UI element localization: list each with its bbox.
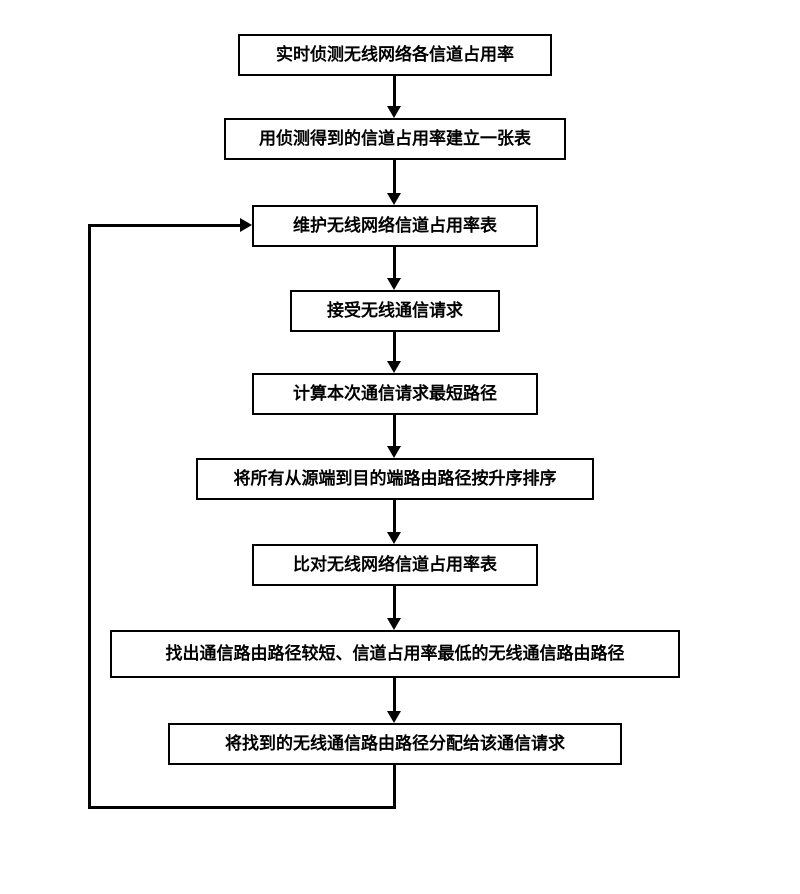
arrow-2-3-head [387, 193, 401, 205]
feedback-arrow-head [240, 218, 252, 232]
arrow-3-4-head [387, 278, 401, 290]
arrow-7-8-head [387, 618, 401, 630]
feedback-line-right [88, 224, 240, 227]
arrow-5-6-head [387, 446, 401, 458]
arrow-3-4-line [393, 247, 396, 280]
arrow-1-2-line [393, 76, 396, 108]
feedback-line-down [393, 765, 396, 808]
node-8-label: 找出通信路由路径较短、信道占用率最低的无线通信路由路径 [166, 643, 625, 665]
arrow-4-5-head [387, 361, 401, 373]
node-1-label: 实时侦测无线网络各信道占用率 [276, 44, 514, 66]
arrow-8-9-head [387, 711, 401, 723]
node-7-label: 比对无线网络信道占用率表 [293, 554, 497, 576]
node-3-label: 维护无线网络信道占用率表 [293, 215, 497, 237]
arrow-2-3-line [393, 160, 396, 195]
arrow-6-7-line [393, 500, 396, 534]
node-4-label: 接受无线通信请求 [327, 300, 463, 322]
flowchart-node-3: 维护无线网络信道占用率表 [252, 205, 538, 247]
flowchart-node-9: 将找到的无线通信路由路径分配给该通信请求 [168, 723, 622, 765]
flowchart-node-4: 接受无线通信请求 [290, 290, 500, 332]
arrow-5-6-line [393, 415, 396, 448]
feedback-line-left [88, 806, 396, 809]
flowchart-node-7: 比对无线网络信道占用率表 [252, 544, 538, 586]
arrow-6-7-head [387, 532, 401, 544]
node-9-label: 将找到的无线通信路由路径分配给该通信请求 [225, 733, 565, 755]
node-5-label: 计算本次通信请求最短路径 [293, 383, 497, 405]
node-6-label: 将所有从源端到目的端路由路径按升序排序 [234, 468, 557, 490]
arrow-7-8-line [393, 586, 396, 620]
flowchart-node-8: 找出通信路由路径较短、信道占用率最低的无线通信路由路径 [110, 630, 680, 678]
flowchart-node-6: 将所有从源端到目的端路由路径按升序排序 [196, 458, 594, 500]
flowchart-node-2: 用侦测得到的信道占用率建立一张表 [224, 118, 566, 160]
feedback-line-up [88, 224, 91, 809]
flowchart-node-5: 计算本次通信请求最短路径 [252, 373, 538, 415]
flowchart-node-1: 实时侦测无线网络各信道占用率 [238, 34, 552, 76]
node-2-label: 用侦测得到的信道占用率建立一张表 [259, 128, 531, 150]
arrow-8-9-line [393, 678, 396, 713]
arrow-4-5-line [393, 332, 396, 363]
arrow-1-2-head [387, 106, 401, 118]
